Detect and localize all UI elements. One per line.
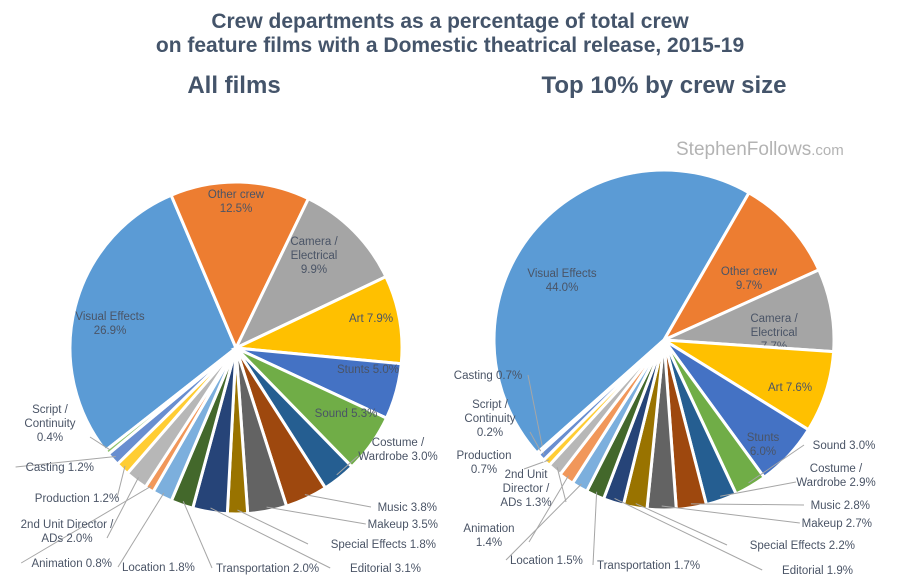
right-pie: Visual Effects 44.0%Other crew 9.7%Camera …	[454, 168, 876, 577]
leader-line	[748, 444, 805, 484]
leader-line	[106, 477, 139, 539]
data-label-animation: Animation 1.4%	[463, 523, 514, 549]
data-label-script-continuity: Script / Continuity 0.4%	[24, 404, 75, 444]
data-label-production: Production 1.2%	[35, 493, 119, 505]
leader-line	[592, 491, 598, 566]
leader-line	[336, 455, 359, 476]
data-label-makeup: Makeup 3.5%	[368, 519, 438, 531]
leader-line	[720, 481, 797, 497]
leader-line	[117, 492, 165, 568]
data-label-special-effects: Special Effects 1.8%	[331, 539, 436, 551]
right-chart-title: Top 10% by crew size	[542, 72, 787, 99]
data-label-casting: Casting 1.2%	[26, 462, 94, 474]
leader-line	[89, 436, 111, 451]
leader-line	[237, 509, 309, 545]
chart-title-line1: Crew departments as a percentage of tota…	[211, 10, 689, 33]
leader-line	[304, 494, 372, 508]
leader-line	[15, 456, 116, 468]
slice-visual-effects	[68, 193, 238, 453]
leader-line	[527, 374, 545, 455]
leader-line	[523, 459, 550, 470]
data-label-location: Location 1.5%	[510, 555, 583, 567]
leader-line	[635, 503, 728, 546]
data-label-stunts: Stunts 5.0%	[337, 364, 399, 376]
chart-title-line2: on feature films with a Domestic theatri…	[156, 34, 744, 57]
data-label-location: Location 1.8%	[122, 562, 195, 574]
data-label-editorial: Editorial 1.9%	[782, 565, 853, 577]
data-label-animation: Animation 0.8%	[31, 558, 112, 570]
data-label-costume-wardrobe: Costume / Wardrobe 2.9%	[796, 463, 875, 489]
watermark: StephenFollows.com	[676, 139, 844, 160]
leader-line	[529, 431, 542, 452]
slice-other-crew	[660, 190, 821, 344]
leader-line	[20, 485, 152, 564]
slice-art	[230, 274, 404, 366]
leader-line	[266, 506, 366, 525]
data-label-2nd-unit-director-ads: 2nd Unit Director / ADs 2.0%	[21, 519, 114, 545]
data-label-makeup: Makeup 2.7%	[802, 518, 872, 530]
leader-line	[210, 507, 331, 569]
data-label-script-continuity: Script / Continuity 0.2%	[464, 399, 515, 439]
data-label-art: Art 7.6%	[768, 382, 812, 394]
data-label-editorial: Editorial 3.1%	[350, 563, 421, 575]
slice-camera-electrical	[232, 196, 388, 352]
data-label-other-crew: Other crew 9.7%	[721, 266, 778, 292]
slice-script-continuity	[103, 346, 237, 457]
data-label-sound: Sound 3.0%	[813, 440, 876, 452]
leader-line	[690, 503, 805, 506]
leader-line	[614, 498, 763, 571]
leader-line	[505, 483, 582, 561]
data-label-production: Production 0.7%	[457, 450, 512, 476]
data-label-camera-electrical: Camera / Electrical 9.9%	[290, 236, 338, 276]
data-label-music: Music 2.8%	[811, 500, 870, 512]
leader-line	[116, 465, 126, 499]
data-label-sound: Sound 5.3%	[315, 408, 378, 420]
data-label-other-crew: Other crew 12.5%	[208, 189, 265, 215]
watermark-suffix: .com	[811, 142, 844, 159]
data-label-visual-effects: Visual Effects 26.9%	[75, 311, 145, 337]
left-pie: Visual Effects 26.9% Other crew 12.5% Camera…	[15, 180, 438, 575]
data-label-special-effects: Special Effects 2.2%	[750, 540, 855, 552]
slice-visual-effects	[492, 168, 752, 456]
data-label-costume-wardrobe: Costume / Wardrobe 3.0%	[358, 437, 437, 463]
leader-line	[661, 505, 800, 524]
data-label-visual-effects: Visual Effects 44.0%	[527, 268, 597, 294]
left-chart-title: All films	[187, 72, 280, 99]
data-label-transportation: Transportation 2.0%	[216, 563, 319, 575]
data-label-2nd-unit-director-ads: 2nd Unit Director / ADs 1.3%	[500, 469, 551, 509]
leader-line	[556, 466, 567, 503]
data-label-casting: Casting 0.7%	[454, 370, 522, 382]
slice-other-crew	[169, 180, 311, 352]
data-label-stunts: Stunts 6.0%	[747, 432, 780, 458]
data-label-music: Music 3.8%	[378, 502, 437, 514]
watermark-name: StephenFollows	[676, 139, 811, 160]
data-label-transportation: Transportation 1.7%	[597, 560, 700, 572]
slice-script-continuity	[534, 338, 666, 457]
leader-line	[182, 500, 213, 569]
data-label-art: Art 7.9%	[349, 313, 393, 325]
